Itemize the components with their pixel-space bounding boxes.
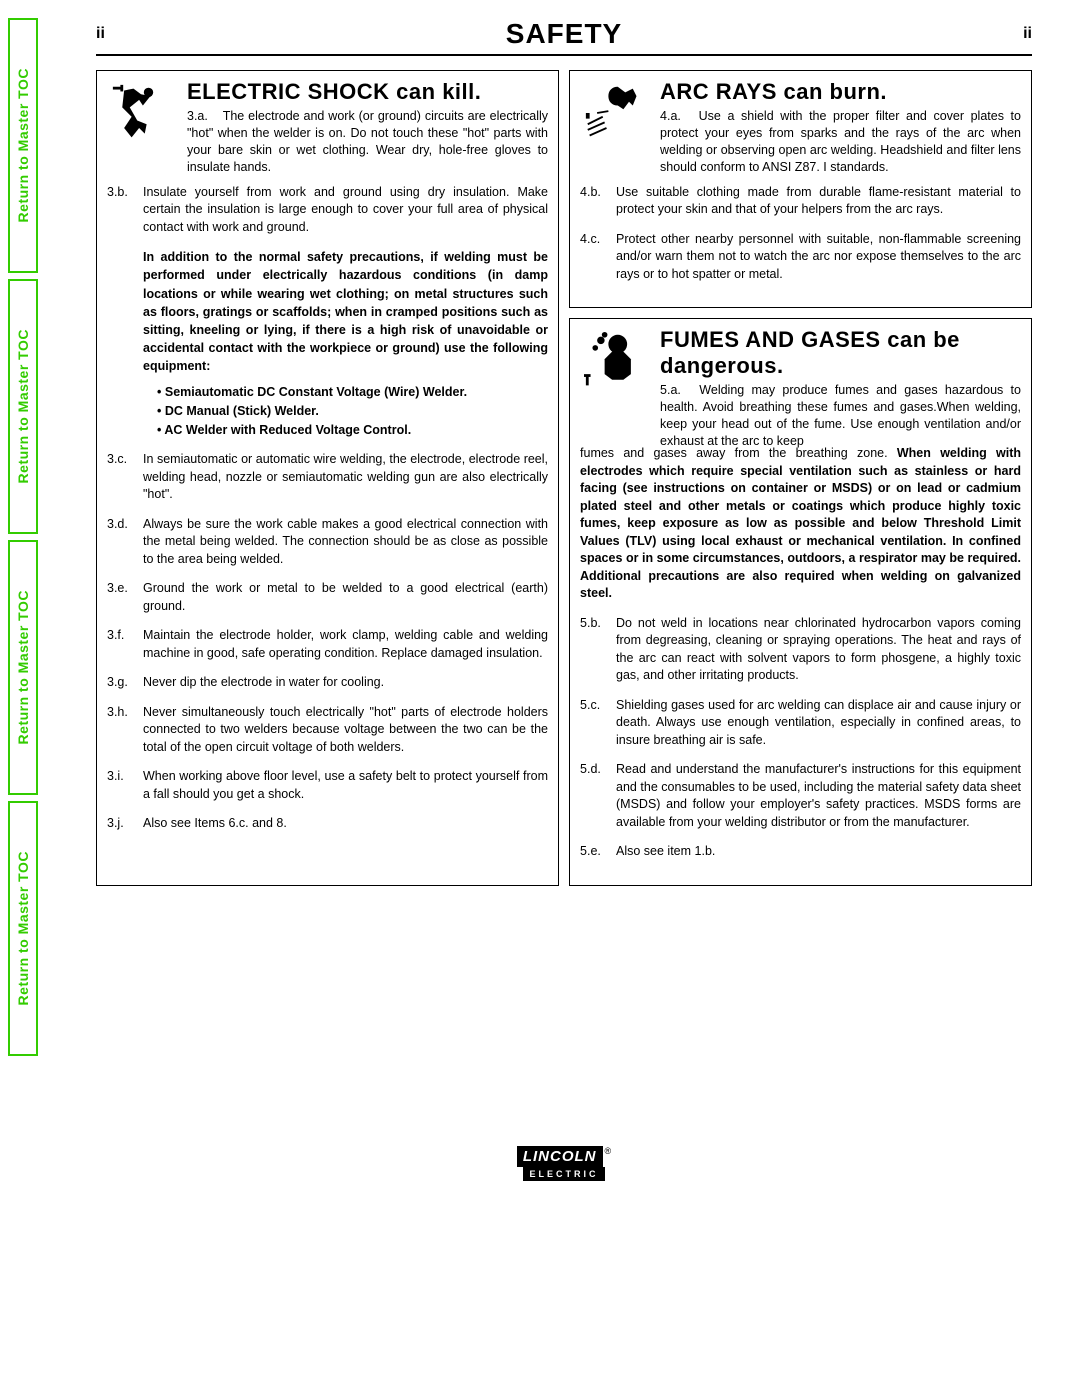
bullet-2: DC Manual (Stick) Welder. — [157, 402, 548, 421]
sidebar-tab-2[interactable]: Return to Master TOC — [8, 279, 38, 534]
item-4b: 4.b.Use suitable clothing made from dura… — [580, 184, 1021, 219]
page-title: SAFETY — [506, 18, 622, 50]
electric-title: ELECTRIC SHOCK can kill. — [187, 79, 548, 104]
sidebar-tab-3[interactable]: Return to Master TOC — [8, 540, 38, 795]
item-3e: 3.e.Ground the work or metal to be welde… — [107, 580, 548, 615]
brand-logo: LINCOLN® ELECTRIC — [96, 1146, 1032, 1181]
bullet-3: AC Welder with Reduced Voltage Control. — [157, 421, 548, 440]
arc-rays-icon — [580, 79, 648, 143]
page-number-right: ii — [1023, 25, 1032, 43]
section-fumes: FUMES AND GASES can be dangerous. 5.a. W… — [570, 319, 1031, 885]
item-3f: 3.f.Maintain the electrode holder, work … — [107, 627, 548, 662]
fumes-icon — [580, 327, 648, 391]
page-content: ii SAFETY ii — [48, 0, 1080, 1241]
logo-brand: LINCOLN — [517, 1146, 603, 1167]
equipment-bullets: Semiautomatic DC Constant Voltage (Wire)… — [157, 383, 548, 439]
sidebar-tab-label: Return to Master TOC — [15, 590, 31, 744]
bullet-1: Semiautomatic DC Constant Voltage (Wire)… — [157, 383, 548, 402]
logo-sub: ELECTRIC — [523, 1167, 605, 1181]
item-3i: 3.i.When working above floor level, use … — [107, 768, 548, 803]
header-bar: ii SAFETY ii — [96, 18, 1032, 56]
item-4c: 4.c.Protect other nearby personnel with … — [580, 231, 1021, 284]
sidebar-tab-label: Return to Master TOC — [15, 68, 31, 222]
sidebar-tab-label: Return to Master TOC — [15, 329, 31, 483]
item-5a: 5.a. Welding may produce fumes and gases… — [660, 382, 1021, 450]
item-5c: 5.c.Shielding gases used for arc welding… — [580, 697, 1021, 750]
sidebar-tabs: Return to Master TOC Return to Master TO… — [8, 18, 38, 1056]
item-3b: 3.b. Insulate yourself from work and gro… — [107, 184, 548, 237]
item-3h: 3.h.Never simultaneously touch electrica… — [107, 704, 548, 757]
item-5e: 5.e.Also see item 1.b. — [580, 843, 1021, 861]
right-column: ARC RAYS can burn. 4.a. Use a shield wit… — [569, 70, 1032, 886]
item-3c: 3.c.In semiautomatic or automatic wire w… — [107, 451, 548, 504]
columns: ELECTRIC SHOCK can kill. 3.a. The electr… — [96, 70, 1032, 886]
section-electric-shock: ELECTRIC SHOCK can kill. 3.a. The electr… — [97, 71, 558, 857]
page-number-left: ii — [96, 25, 105, 43]
section-arc-rays: ARC RAYS can burn. 4.a. Use a shield wit… — [570, 71, 1031, 307]
electric-shock-icon — [107, 79, 175, 143]
item-5a-continuation: fumes and gases away from the breathing … — [580, 445, 1021, 603]
item-3d: 3.d.Always be sure the work cable makes … — [107, 516, 548, 569]
left-column: ELECTRIC SHOCK can kill. 3.a. The electr… — [96, 70, 559, 886]
item-5b: 5.b.Do not weld in locations near chlori… — [580, 615, 1021, 685]
item-5d: 5.d.Read and understand the manufacturer… — [580, 761, 1021, 831]
electric-bold-block: In addition to the normal safety precaut… — [143, 248, 548, 375]
sidebar-tab-label: Return to Master TOC — [15, 851, 31, 1005]
item-3g: 3.g.Never dip the electrode in water for… — [107, 674, 548, 692]
item-3j: 3.j.Also see Items 6.c. and 8. — [107, 815, 548, 833]
sidebar-tab-1[interactable]: Return to Master TOC — [8, 18, 38, 273]
fumes-title: FUMES AND GASES can be dangerous. — [660, 327, 1021, 378]
logo-reg: ® — [605, 1146, 612, 1156]
item-3a: 3.a. The electrode and work (or ground) … — [187, 108, 548, 176]
arc-title: ARC RAYS can burn. — [660, 79, 1021, 104]
item-4a: 4.a. Use a shield with the proper filter… — [660, 108, 1021, 176]
sidebar-tab-4[interactable]: Return to Master TOC — [8, 801, 38, 1056]
